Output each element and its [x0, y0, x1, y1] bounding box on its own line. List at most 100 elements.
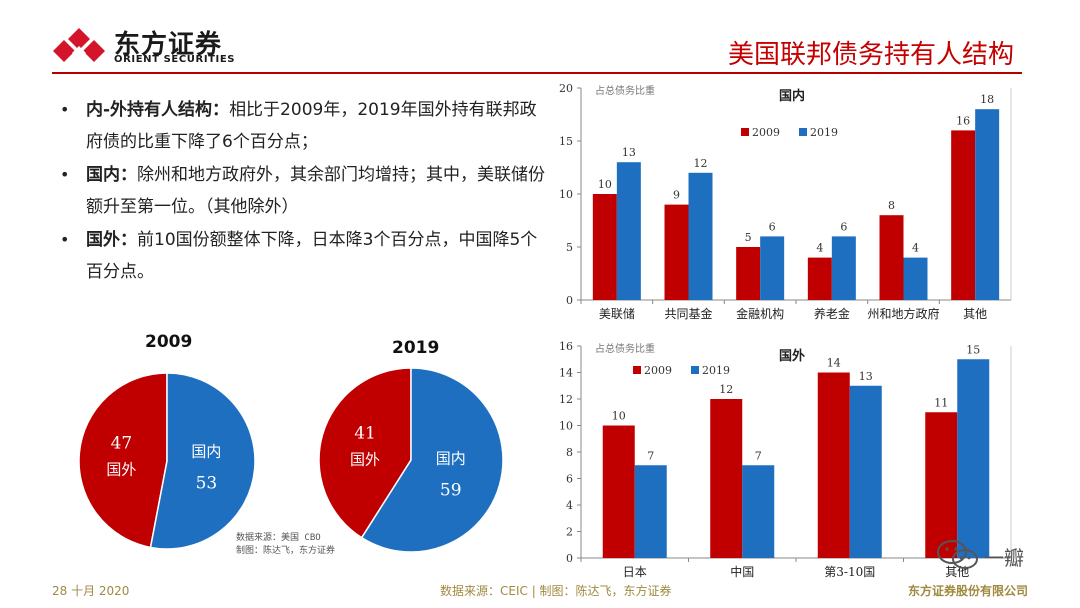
bar-value-label: 13	[622, 146, 636, 159]
bullet-head: 国内：	[86, 165, 137, 185]
bullet-item: • 内-外持有人结构：相比于2009年，2019年国外持有联邦政府债的比重下降了…	[60, 94, 550, 158]
bar-2019	[831, 236, 856, 300]
bar-2019	[957, 359, 990, 558]
pie-slice-label: 国内	[191, 443, 221, 461]
bullet-item: • 国内：除州和地方政府外，其余部门均增持；其中，美联储份额升至第一位。（其他除…	[60, 159, 550, 223]
bar-value-label: 8	[888, 199, 895, 212]
bar-2009	[807, 257, 832, 300]
bar-2019	[903, 257, 928, 300]
bar-value-label: 6	[840, 220, 847, 233]
bar-value-label: 4	[816, 242, 823, 255]
bullet-head: 国外：	[86, 230, 137, 250]
y-tick-label: 2	[566, 526, 573, 539]
bar-value-label: 16	[956, 114, 970, 127]
bar-value-label: 15	[966, 343, 980, 356]
x-tick-label: 美联储	[599, 306, 635, 321]
y-tick-label: 10	[559, 188, 573, 201]
pie-chart-2019: 41 国外 国内 59	[318, 367, 504, 553]
pie-slice-label: 国外	[106, 461, 136, 479]
pie-slice-label: 国内	[436, 450, 466, 468]
x-tick-label: 州和地方政府	[867, 306, 939, 321]
bar-value-label: 14	[827, 357, 841, 370]
pie-slice-domestic	[149, 372, 256, 550]
logo-name-en: ORIENT SECURITIES	[114, 54, 236, 65]
legend-label: 2019	[810, 126, 838, 139]
bar-value-label: 18	[980, 93, 994, 106]
bar-2009	[879, 215, 904, 300]
bar-value-label: 10	[598, 178, 612, 191]
legend-label: 2009	[752, 126, 780, 139]
page-title: 美国联邦债务持有人结构	[727, 40, 1014, 70]
x-tick-label: 养老金	[814, 306, 850, 321]
y-tick-label: 5	[566, 241, 573, 254]
bar-2009	[592, 194, 617, 300]
legend-swatch-2009	[633, 366, 641, 374]
y-tick-label: 15	[559, 135, 573, 148]
bar-value-label: 12	[694, 157, 708, 170]
domestic-bar-chart: 0 5 10 15 20 占总债务比重 国内 2009 2019 10 13 美联储 9 12 共同基金 5 6…	[559, 82, 1012, 321]
x-tick-label: 日本	[623, 565, 647, 579]
bar-value-label: 12	[719, 383, 733, 396]
y-tick-label: 6	[566, 473, 573, 486]
footer-company: 东方证券股份有限公司	[907, 584, 1028, 598]
bar-2009	[710, 399, 743, 558]
x-tick-label: 其他	[963, 307, 987, 321]
bar-2009	[951, 130, 976, 300]
pie-slice-domestic	[360, 367, 504, 553]
pie-value-label: 41	[354, 424, 376, 444]
pie-value-label: 59	[440, 481, 462, 501]
chart-title: 国外	[779, 348, 805, 364]
legend-swatch-2019	[691, 366, 699, 374]
y-tick-label: 20	[559, 82, 573, 95]
bar-2019	[634, 465, 667, 558]
pie-slice-label: 国外	[350, 451, 380, 469]
title-divider	[52, 72, 1022, 74]
pie-value-label: 47	[111, 434, 133, 454]
bullet-dot-icon: •	[60, 230, 70, 249]
bar-2009	[925, 412, 958, 558]
y-axis-label: 占总债务比重	[595, 84, 655, 97]
legend-label: 2019	[702, 364, 730, 377]
pie-2019-title: 2019	[392, 338, 440, 358]
bar-value-label: 11	[934, 396, 948, 409]
y-axis-label: 占总债务比重	[595, 342, 655, 355]
x-tick-label: 第3-10国	[824, 565, 875, 579]
bar-2019	[688, 172, 713, 300]
bar-2019	[760, 236, 785, 300]
y-tick-label: 12	[559, 393, 573, 406]
pie-2009-title: 2009	[145, 332, 193, 352]
pie-slice-foreign	[78, 372, 168, 549]
bar-value-label: 4	[912, 242, 919, 255]
bar-value-label: 5	[745, 231, 752, 244]
bar-2009	[664, 204, 689, 300]
y-tick-label: 0	[566, 552, 573, 565]
chart-title: 国内	[779, 88, 805, 104]
bullet-head: 内-外持有人结构：	[86, 100, 230, 120]
bar-2009	[817, 372, 850, 558]
bar-value-label: 6	[769, 220, 776, 233]
company-logo: 东方证券 ORIENT SECURITIES	[52, 22, 252, 70]
bar-value-label: 9	[673, 189, 680, 202]
bullet-item: • 国外：前10国份额整体下降，日本降3个百分点，中国降5个百分点。	[60, 224, 550, 288]
y-tick-label: 8	[566, 446, 573, 459]
bar-2019	[742, 465, 775, 558]
pie-chart-2009: 47 国外 国内 53	[78, 372, 256, 550]
footer-date: 28 十月 2020	[52, 584, 130, 598]
watermark-text: 一瓣	[984, 546, 1024, 570]
bullet-body: 相比于2009年，2019年国外持有联邦政府债的比重下降了6个百分点；	[86, 100, 537, 152]
pie-author-line: 制图：陈达飞，东方证券	[236, 546, 336, 556]
x-tick-label: 中国	[730, 564, 754, 579]
bar-2009	[736, 247, 761, 300]
orient-logo-icon	[53, 28, 105, 62]
bullet-dot-icon: •	[60, 165, 70, 184]
y-tick-label: 10	[559, 420, 573, 433]
pie-source-line: 数据来源：美国 CBO	[236, 533, 321, 543]
watermark: 一瓣	[936, 536, 1046, 576]
bullet-body: 前10国份额整体下降，日本降3个百分点，中国降5个百分点。	[86, 230, 538, 282]
bullet-dot-icon: •	[60, 100, 70, 119]
footer-source: 数据来源：CEIC | 制图：陈达飞，东方证券	[440, 584, 672, 598]
bar-value-label: 10	[612, 410, 626, 423]
bar-2009	[602, 425, 635, 558]
y-tick-label: 0	[566, 294, 573, 307]
bar-2019	[849, 385, 882, 558]
